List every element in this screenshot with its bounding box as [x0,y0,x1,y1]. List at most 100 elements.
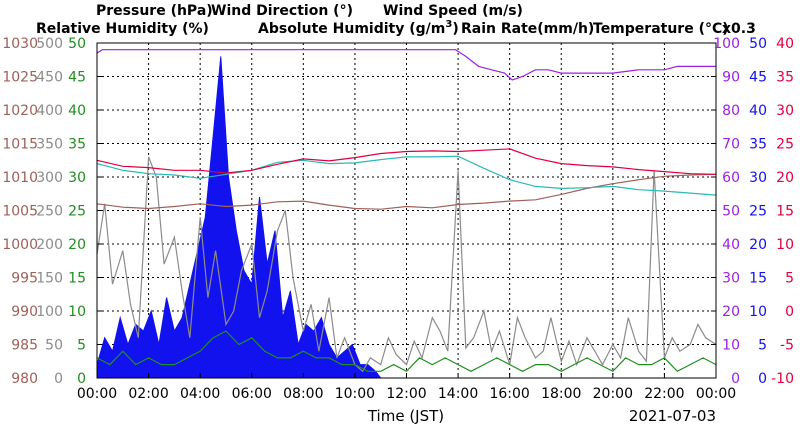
series-wind-speed-m-s [96,330,717,373]
y-tick-humidity: 50 [722,204,740,220]
y-tick-pressure: 1020 [2,103,38,119]
y-tick-wind-speed: 45 [68,70,86,86]
y-tick-wind-speed: 0 [77,371,86,387]
y-tick-rain-rate: 0 [758,371,767,387]
grid [97,43,716,378]
y-tick-rain-rate: 45 [749,70,767,86]
y-tick-humidity: 60 [722,170,740,186]
y-axis-ticks: 9809859909951000100510101015102010251030… [2,36,794,387]
y-tick-wind-direction: 50 [45,338,63,354]
y-tick-humidity: 0 [731,371,740,387]
y-tick-wind-speed: 5 [77,338,86,354]
x-tick-label: 06:00 [232,386,272,402]
series-absolute-humidity-g-m [96,155,717,196]
x-tick-label: 12:00 [386,386,426,402]
y-tick-rain-rate: 5 [758,338,767,354]
y-tick-temperature: 30 [776,103,794,119]
rain-rate-series [96,56,382,379]
y-tick-temperature: 5 [785,271,794,287]
y-tick-temperature: 20 [776,170,794,186]
y-tick-temperature: -10 [771,371,794,387]
y-tick-rain-rate: 50 [749,36,767,52]
line-series [96,49,717,373]
y-tick-humidity: 10 [722,338,740,354]
y-tick-temperature: 15 [776,204,794,220]
y-tick-wind-direction: 400 [36,103,63,119]
x-tick-label: 14:00 [438,386,478,402]
y-tick-wind-speed: 25 [68,204,86,220]
legend-absolute-humidity: Absolute Humidity (g/m3) [258,19,459,37]
y-tick-pressure: 1010 [2,170,38,186]
y-tick-wind-speed: 20 [68,237,86,253]
y-tick-wind-speed: 50 [68,36,86,52]
y-tick-wind-direction: 150 [36,271,63,287]
x-tick-label: 04:00 [180,386,220,402]
y-tick-pressure: 1000 [2,237,38,253]
y-tick-humidity: 70 [722,137,740,153]
legend-relative-humidity: Relative Humidity (%) [36,21,209,37]
y-tick-pressure: 985 [11,338,38,354]
x-tick-label: 00:00 [77,386,117,402]
y-tick-pressure: 1015 [2,137,38,153]
y-tick-wind-direction: 450 [36,70,63,86]
y-tick-rain-rate: 20 [749,237,767,253]
y-tick-pressure: 980 [11,371,38,387]
x-tick-label: 16:00 [489,386,529,402]
y-tick-rain-rate: 35 [749,137,767,153]
x-tick-label: 18:00 [541,386,581,402]
y-tick-rain-rate: 40 [749,103,767,119]
y-tick-humidity: 80 [722,103,740,119]
x-tick-label: 02:00 [128,386,168,402]
y-tick-humidity: 90 [722,70,740,86]
y-tick-wind-direction: 250 [36,204,63,220]
x-tick-label: 00:00 [696,386,736,402]
x-tick-label: 20:00 [593,386,633,402]
legend-multiplier: x0.3 [722,21,756,37]
x-tick-label: 22:00 [644,386,684,402]
y-tick-temperature: 10 [776,237,794,253]
y-tick-rain-rate: 25 [749,204,767,220]
y-tick-wind-speed: 40 [68,103,86,119]
legend-temperature: Temperature (°C) [593,21,729,37]
y-tick-pressure: 990 [11,304,38,320]
y-tick-wind-direction: 200 [36,237,63,253]
y-tick-wind-direction: 350 [36,137,63,153]
y-tick-wind-speed: 35 [68,137,86,153]
y-tick-humidity: 100 [713,36,740,52]
legend-wind-direction: Wind Direction (°) [211,3,353,19]
series-relative-humidity [96,49,716,81]
legend-abs-humidity-sup: 3 [445,19,452,30]
y-tick-humidity: 40 [722,237,740,253]
y-tick-wind-speed: 30 [68,170,86,186]
x-tick-label: 08:00 [283,386,323,402]
x-axis-ticks: 00:00 02:00 04:00 06:00 08:00 10:00 12:00 14:00… [77,373,736,402]
y-tick-pressure: 1030 [2,36,38,52]
y-tick-temperature: -5 [780,338,794,354]
legend-rain-rate: Rain Rate(mm/h) [461,21,594,37]
chart-date: 2021-07-03 [629,407,716,425]
y-tick-temperature: 40 [776,36,794,52]
y-tick-wind-direction: 0 [54,371,63,387]
legend-pressure: Pressure (hPa) [96,3,213,19]
y-tick-wind-speed: 10 [68,304,86,320]
y-tick-pressure: 1005 [2,204,38,220]
y-tick-pressure: 995 [11,271,38,287]
series-rain-rate-mm-h [96,56,382,379]
x-axis-title: Time (JST) [367,407,444,425]
y-tick-wind-direction: 300 [36,170,63,186]
y-tick-temperature: 35 [776,70,794,86]
legend-wind-speed: Wind Speed (m/s) [383,3,523,19]
legend-abs-humidity-close: ) [452,21,458,37]
series-pressure-hpa [96,173,717,210]
x-tick-label: 10:00 [335,386,375,402]
y-tick-wind-direction: 100 [36,304,63,320]
series-temperature-c [96,148,717,175]
y-tick-rain-rate: 15 [749,271,767,287]
y-tick-temperature: 25 [776,137,794,153]
y-tick-temperature: 0 [785,304,794,320]
series-wind-direction [96,156,717,373]
y-tick-humidity: 20 [722,304,740,320]
y-tick-wind-direction: 500 [36,36,63,52]
y-tick-humidity: 30 [722,271,740,287]
